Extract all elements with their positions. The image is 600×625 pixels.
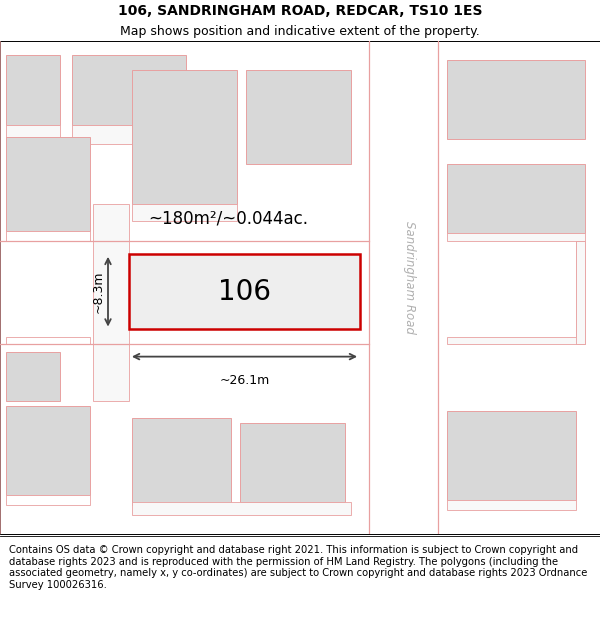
Text: Sandringham Road: Sandringham Road: [403, 221, 416, 334]
Polygon shape: [6, 495, 90, 505]
Text: 106: 106: [218, 278, 271, 306]
Text: ~180m²/~0.044ac.: ~180m²/~0.044ac.: [148, 209, 308, 227]
Polygon shape: [6, 231, 90, 241]
Text: ~26.1m: ~26.1m: [220, 374, 269, 387]
Text: ~8.3m: ~8.3m: [92, 271, 105, 313]
Polygon shape: [72, 124, 186, 144]
Bar: [246, 70, 351, 164]
Polygon shape: [93, 344, 129, 401]
Bar: [132, 418, 231, 505]
Polygon shape: [447, 241, 585, 344]
Text: Map shows position and indicative extent of the property.: Map shows position and indicative extent…: [120, 25, 480, 38]
Text: Contains OS data © Crown copyright and database right 2021. This information is : Contains OS data © Crown copyright and d…: [9, 545, 587, 590]
Bar: [6, 352, 60, 401]
Bar: [447, 164, 585, 233]
Bar: [6, 406, 90, 495]
Polygon shape: [129, 254, 360, 329]
Polygon shape: [93, 241, 129, 344]
Bar: [447, 61, 585, 139]
Polygon shape: [447, 500, 576, 510]
Polygon shape: [132, 503, 351, 514]
Bar: [72, 56, 186, 124]
Bar: [447, 411, 576, 500]
Polygon shape: [447, 233, 585, 241]
Text: 106, SANDRINGHAM ROAD, REDCAR, TS10 1ES: 106, SANDRINGHAM ROAD, REDCAR, TS10 1ES: [118, 4, 482, 18]
Polygon shape: [6, 124, 60, 139]
Polygon shape: [132, 204, 237, 221]
Polygon shape: [6, 337, 90, 344]
Polygon shape: [576, 241, 585, 344]
Bar: [6, 56, 60, 124]
Bar: [6, 137, 90, 231]
Bar: [132, 70, 237, 204]
Bar: [240, 423, 345, 503]
Polygon shape: [93, 204, 129, 241]
